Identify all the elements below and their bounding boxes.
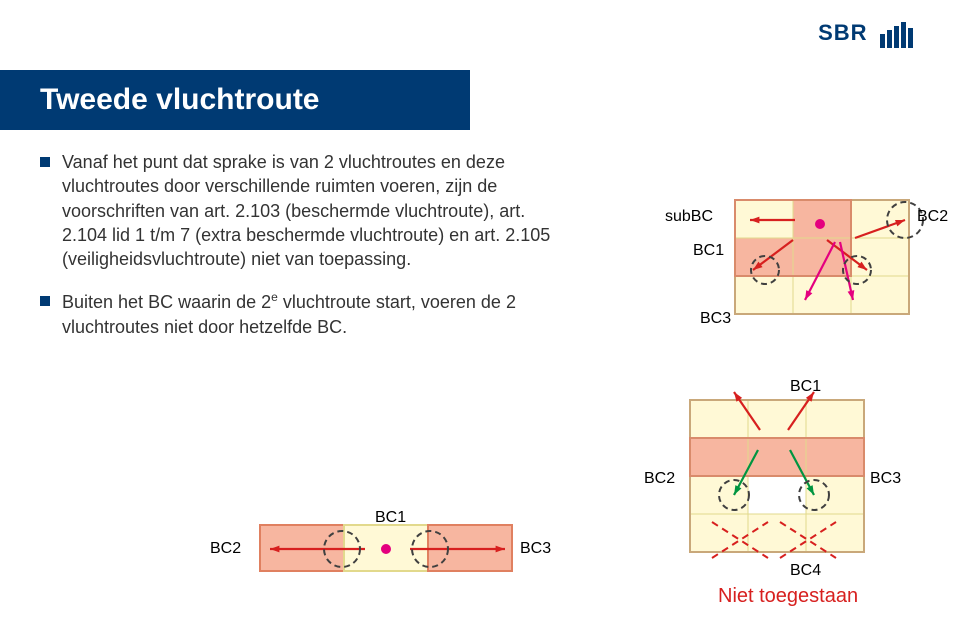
logo-text: SBR [818,20,867,46]
diagram-label: BC2 [917,208,948,226]
slide-title: Tweede vluchtroute [40,83,320,117]
diagram-label: BC3 [700,310,731,328]
diagram-label: subBC [665,208,713,226]
diagram-label: BC3 [870,470,901,488]
title-bar: Tweede vluchtroute [0,70,470,130]
not-allowed-label: Niet toegestaan [718,585,858,608]
diagram-label: BC2 [644,470,675,488]
diagram-label: BC3 [520,540,551,558]
bullet-1-text: Vanaf het punt dat sprake is van 2 vluch… [62,150,560,271]
logo-bars-icon [880,20,920,53]
body-text: Vanaf het punt dat sprake is van 2 vluch… [40,150,560,357]
diagram-label: BC1 [375,509,406,527]
diagram-label: BC4 [790,562,821,580]
bullet-2-text: Buiten het BC waarin de 2e vluchtroute s… [62,289,560,339]
diagram-top-right [605,180,925,330]
diagram-label: BC2 [210,540,241,558]
bullet-icon [40,296,50,306]
bullet-1: Vanaf het punt dat sprake is van 2 vluch… [40,150,560,271]
diagram-label: BC1 [693,242,724,260]
bullet-2: Buiten het BC waarin de 2e vluchtroute s… [40,289,560,339]
diagram-label: BC1 [790,378,821,396]
bullet-icon [40,157,50,167]
sbr-logo: SBR [818,20,920,53]
